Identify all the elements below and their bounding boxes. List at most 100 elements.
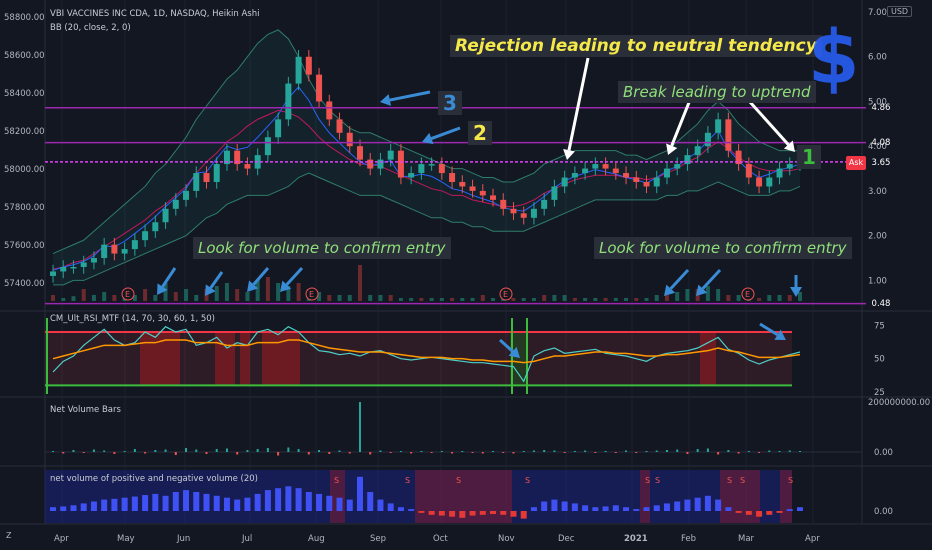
candle-body [367, 159, 374, 169]
left-tick-4: 58000.00 [4, 165, 45, 175]
net-volume-bars-title: Net Volume Bars [50, 405, 121, 415]
zoom-button[interactable]: Z [6, 531, 12, 540]
net-volume-bar [133, 449, 136, 452]
candle-body [684, 155, 691, 165]
left-tick-7: 57400.00 [4, 279, 45, 289]
candle-body [612, 168, 619, 174]
arrow-2-head [422, 132, 434, 145]
x-tick-12: Apr [805, 534, 820, 544]
net-volume-area-bar [162, 495, 169, 511]
candle-body [131, 240, 138, 250]
net-volume-area-bar [530, 507, 537, 511]
candle-body [80, 262, 87, 267]
volume-bar [184, 289, 189, 301]
currency-button[interactable]: USD [887, 6, 913, 17]
net-volume-area-bar [479, 511, 486, 515]
signal-marker: S [405, 476, 410, 485]
net-volume-area-bar [694, 497, 701, 511]
annotation-volume-right: Look for volume to confirm entry [594, 237, 852, 259]
arrow-vol-7-head [790, 287, 802, 297]
volume-bar [685, 289, 690, 301]
candle-body [571, 173, 578, 178]
volume-bar [572, 298, 577, 301]
volume-bar [245, 292, 250, 301]
candle-body [162, 208, 169, 223]
net-volume-bar [369, 452, 372, 455]
volume-bar [235, 289, 240, 301]
arrow-vol-6 [701, 268, 722, 290]
earnings-marker [499, 287, 513, 301]
net-volume-bar [266, 448, 269, 452]
x-tick-0: Apr [54, 534, 69, 544]
net-volume-bar [205, 452, 208, 454]
net-volume-bar [328, 452, 331, 454]
volume-bar [583, 298, 588, 301]
annotation-rejection: Rejection leading to neutral tendency [450, 35, 822, 57]
volume-bar [112, 295, 117, 301]
net-volume-area-bar [152, 493, 159, 511]
net-volume-area-bar [346, 499, 353, 511]
net-volume-area-bar [500, 511, 507, 515]
volume-bar [787, 295, 792, 301]
net-volume-area-bar [704, 495, 711, 511]
volume-bar [194, 295, 199, 301]
candle-body [356, 146, 363, 160]
net-volume-bar [215, 449, 218, 452]
net-volume-area-bar [459, 511, 466, 518]
earnings-marker-label: E [309, 290, 314, 299]
annotation-number-2: 2 [468, 121, 492, 145]
net-volume-area-bar [60, 506, 67, 511]
rsi-signal-ma [52, 339, 801, 364]
arrow-rsi-head [774, 329, 786, 340]
net-volume-bar [307, 452, 310, 455]
net-volume-bar [788, 450, 791, 452]
right-tick-3: 4.00 [868, 142, 887, 152]
net-volume-bar [768, 450, 771, 452]
annotation-volume-left: Look for volume to confirm entry [193, 237, 451, 259]
signal-marker: S [334, 476, 339, 485]
candle-body [60, 266, 67, 272]
net-volume-bar [727, 450, 730, 452]
net-volume-bar [225, 448, 228, 452]
volume-bar [265, 277, 270, 301]
volume-bar [593, 298, 598, 301]
volume-bar [378, 295, 383, 301]
candle-body [377, 159, 384, 169]
rsi-indicator-title: CM_Ult_RSI_MTF (14, 70, 30, 60, 1, 50) [50, 314, 215, 324]
candle-body [397, 150, 404, 178]
x-tick-1: May [117, 534, 135, 544]
candle-body [111, 244, 118, 254]
bollinger-lower [53, 172, 801, 286]
net-volume-bar [185, 448, 188, 452]
arrow-vol-3-head [247, 280, 259, 292]
x-tick-11: Mar [738, 534, 755, 544]
left-tick-5: 57800.00 [4, 203, 45, 213]
net-volume-area-bar [183, 490, 190, 511]
rsi-highlight-zone [510, 332, 526, 386]
volume-bar [480, 295, 485, 301]
volume-bar [664, 295, 669, 301]
candle-body [305, 56, 312, 75]
net-volume-area-bar [90, 501, 97, 511]
signal-marker: S [655, 476, 660, 485]
net-volume-area-bar [520, 511, 527, 519]
net-volume-area-bar [254, 493, 261, 511]
net-volume-area-bar [438, 511, 445, 516]
left-tick-6: 57600.00 [4, 241, 45, 251]
net-volume-bar [471, 452, 474, 453]
net-volume-area-bar [367, 492, 374, 511]
net-volume-area-bar [336, 497, 343, 511]
volume-bar [409, 298, 414, 301]
volume-bar [736, 295, 741, 301]
net-volume-area-bar [510, 511, 517, 517]
volume-bar [102, 292, 107, 301]
net-volume-bar [778, 451, 781, 452]
net-volume-bar [236, 452, 239, 455]
candle-body [592, 164, 599, 169]
net-volume-area-bar [623, 507, 630, 511]
candle-body [704, 132, 711, 147]
candle-body [326, 101, 333, 120]
candle-body [264, 137, 271, 156]
candle-body [745, 164, 752, 178]
rsi-highlight-zone [215, 332, 235, 386]
